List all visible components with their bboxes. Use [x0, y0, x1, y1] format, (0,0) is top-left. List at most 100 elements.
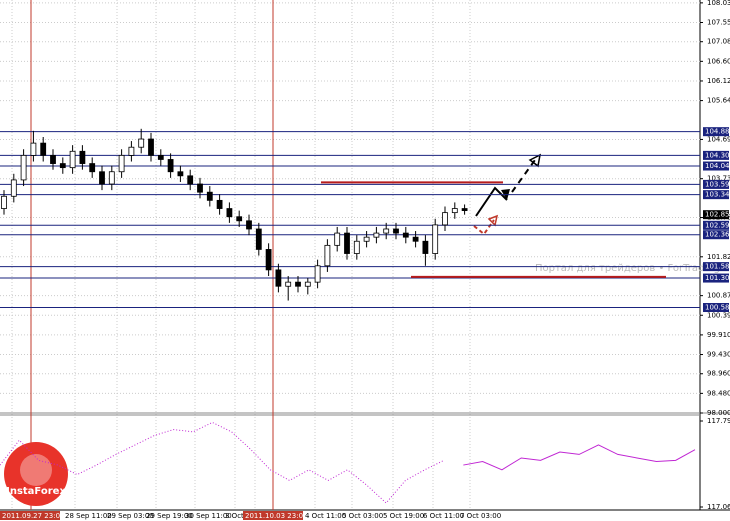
candle-body [334, 232, 341, 246]
y-tick-label: 100.390 [707, 311, 730, 319]
candle-body [314, 265, 321, 283]
level-label: 101.58 [705, 263, 730, 271]
candle-body [187, 175, 194, 185]
candle-body [353, 240, 360, 254]
candle-body [422, 240, 429, 254]
x-tick-label: 4 Oct 11:00 [305, 512, 346, 520]
indicator-line [463, 444, 696, 471]
candle-body [108, 171, 115, 185]
indicator-line [0, 421, 445, 504]
level-label-box [703, 273, 729, 283]
level-label: 100.58 [705, 304, 730, 312]
level-label: 101.30 [705, 274, 730, 282]
alt-arrow [473, 219, 495, 236]
x-tick-label: 6 Oct 11:00 [423, 512, 464, 520]
candle-body [304, 281, 311, 287]
candle-body [412, 236, 419, 242]
y-tick-label: 99.430 [707, 351, 730, 359]
candle-body [167, 159, 174, 173]
candle-body [89, 163, 96, 173]
y-tick-label: 105.640 [707, 97, 730, 105]
x-tick-label: 30 Sep 11:00 [185, 512, 232, 520]
candle-body [432, 224, 439, 254]
candle-body [40, 142, 47, 156]
level-label-box [703, 161, 729, 171]
y-tick-label: 106.120 [707, 77, 730, 85]
candle-body [461, 208, 468, 211]
y-tick-label: 98.480 [707, 389, 730, 397]
level-label-box [703, 127, 729, 137]
level-label-box [703, 220, 729, 230]
y-tick-label: 98.960 [707, 370, 730, 378]
y-tick-label: 103.730 [707, 175, 730, 183]
candle-body [20, 154, 27, 181]
y-tick-label: 108.030 [707, 0, 730, 7]
y-tick-label: 107.080 [707, 38, 730, 46]
x-tick-label: 7 Oct 03:00 [460, 512, 501, 520]
level-label: 104.30 [705, 151, 730, 159]
candle-body [1, 195, 7, 209]
y-tick-label: 98.000 [707, 409, 730, 417]
candle-body [402, 232, 409, 238]
x-tick-label: 2011.10.03 23:00 [245, 512, 307, 520]
y-tick-label: 99.910 [707, 331, 730, 339]
logo-text: InstaForex [6, 486, 66, 497]
forecast-arrow [475, 186, 508, 217]
x-tick-label: 29 Sep 03:00 [107, 512, 154, 520]
candle-body [383, 228, 390, 234]
candle-body [79, 150, 86, 164]
candle-body [118, 154, 125, 173]
candle-body [324, 244, 331, 267]
level-label-box [703, 262, 729, 272]
candle-body [157, 154, 164, 160]
candle-body [344, 232, 350, 254]
current-price-box [703, 210, 729, 220]
level-label-box [703, 303, 729, 313]
level-label-box [703, 179, 729, 189]
candle-body [138, 138, 145, 148]
x-label-box [0, 511, 60, 520]
candle-body [226, 208, 233, 218]
current-price-label: 102.85 [705, 211, 730, 219]
candle-body [246, 220, 252, 230]
logo-icon [20, 454, 52, 486]
level-label-box [703, 190, 729, 200]
candle-body [216, 199, 223, 209]
level-label-box [703, 150, 729, 160]
y-tick-label: 104.690 [707, 135, 730, 143]
watermark: Портал для трейдеров • ForTrading [535, 263, 720, 274]
level-label: 103.59 [705, 180, 730, 188]
y-tick-label: 100.870 [707, 292, 730, 300]
level-label: 102.36 [705, 231, 730, 239]
candle-body [442, 212, 448, 226]
candle-body [10, 179, 17, 197]
level-label: 104.88 [705, 128, 730, 136]
forecast-arrow-head [528, 153, 542, 168]
candle-body [285, 281, 292, 287]
y-tick-label: 107.550 [707, 18, 730, 26]
y-tick-label: 101.820 [707, 253, 730, 261]
candle-body [128, 146, 135, 156]
candle-body [148, 138, 154, 156]
level-label: 104.04 [705, 162, 730, 170]
candle-body [295, 281, 301, 287]
candle-body [30, 142, 37, 156]
y-tick-label: 106.600 [707, 57, 730, 65]
alt-arrow-head [487, 214, 499, 227]
candle-body [255, 228, 262, 250]
candle-body [59, 163, 66, 169]
x-label-box [243, 511, 303, 520]
logo-badge [4, 442, 68, 506]
candle-body [197, 183, 203, 193]
candle-body [99, 171, 105, 185]
candle-body [177, 171, 184, 177]
candle-body [393, 228, 399, 234]
level-label: 103.34 [705, 191, 730, 199]
x-tick-label: 5 Oct 03:00 [342, 512, 383, 520]
candle-body [265, 249, 272, 271]
candle-body [275, 269, 282, 287]
level-label: 102.59 [705, 221, 730, 229]
